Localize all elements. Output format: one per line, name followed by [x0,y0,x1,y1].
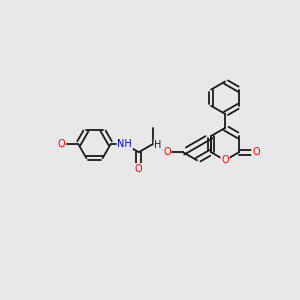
Text: O: O [163,147,171,157]
Text: NH: NH [117,139,132,149]
Text: H: H [154,140,162,150]
Text: O: O [58,139,65,149]
Text: O: O [252,147,260,157]
Text: O: O [135,164,142,174]
Text: O: O [221,155,229,165]
